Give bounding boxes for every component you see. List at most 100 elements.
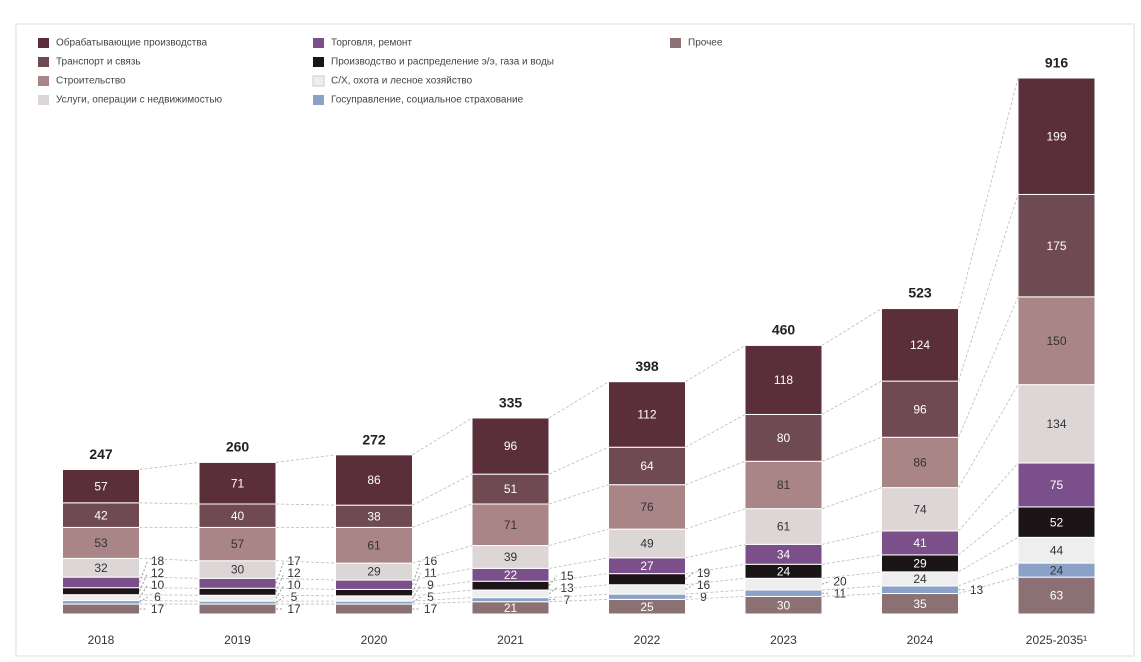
segment-label: 13 [970, 583, 984, 597]
segment-label: 57 [231, 537, 245, 551]
connector [821, 530, 882, 545]
bar-segment [608, 528, 686, 559]
bar-segment [744, 589, 823, 597]
segment-label: 16 [424, 554, 438, 568]
segment-label: 19 [697, 566, 711, 580]
legend-label: Строительство [56, 76, 126, 87]
legend-label: С/Х, охота и лесное хозяйство [331, 76, 473, 87]
connector [821, 554, 882, 565]
legend-swatch [313, 57, 324, 67]
connector [412, 589, 473, 597]
segment-label: 63 [1050, 589, 1064, 603]
segment-label: 17 [424, 602, 438, 616]
x-tick-label: 2019 [224, 633, 251, 647]
bar-segment [608, 584, 686, 595]
segment-label: 9 [427, 578, 434, 592]
leader-line [139, 572, 148, 592]
connector [139, 502, 200, 505]
total-label: 398 [635, 358, 659, 374]
connector [139, 594, 200, 596]
x-tick-label: 2025-2035¹ [1026, 633, 1087, 647]
connector [275, 577, 336, 581]
segment-label: 49 [640, 537, 654, 551]
bar-segment [62, 526, 140, 559]
bar-segment [62, 594, 140, 602]
segment-label: 118 [774, 373, 793, 387]
connector [685, 414, 746, 448]
bar-segment [62, 576, 140, 589]
connector [685, 589, 746, 595]
bar-segment [335, 603, 413, 615]
total-label: 247 [89, 446, 113, 462]
segment-label: 42 [94, 508, 108, 522]
segment-label: 22 [504, 568, 518, 582]
bar-segment [744, 344, 823, 415]
legend-swatch [38, 95, 49, 105]
segment-label: 17 [287, 554, 301, 568]
segment-label: 27 [640, 559, 654, 573]
connector [958, 562, 1019, 587]
segment-label: 150 [1046, 334, 1066, 348]
connector [548, 573, 609, 582]
bar-segment [198, 594, 277, 602]
segment-label: 86 [367, 473, 381, 487]
segment-label: 76 [640, 500, 654, 514]
total-label: 272 [362, 432, 386, 448]
bar-segment [1017, 576, 1096, 615]
x-tick-label: 2024 [907, 633, 934, 647]
leader-line [275, 560, 285, 584]
segment-label: 32 [94, 561, 108, 575]
bar-segment [881, 308, 959, 382]
leader-line [275, 596, 285, 604]
segment-label: 34 [777, 547, 791, 561]
segment-label: 20 [833, 574, 847, 588]
segment-label: 41 [913, 536, 927, 550]
x-tick-label: 2020 [361, 633, 388, 647]
leader-line [139, 596, 148, 603]
connector [821, 380, 882, 415]
bar-segment [881, 436, 959, 489]
segment-label: 16 [697, 578, 711, 592]
legend-swatch [670, 38, 681, 48]
bar-segment [198, 603, 277, 615]
legend-label: Услуги, операции с недвижимостью [56, 95, 223, 106]
segment-label: 6 [154, 590, 161, 604]
connector [821, 593, 882, 597]
connector [412, 545, 473, 564]
connector [275, 560, 336, 564]
leader-line [412, 572, 421, 593]
connector [412, 417, 473, 456]
connector [548, 598, 609, 603]
connector [821, 436, 882, 462]
bar-segment [1017, 536, 1096, 564]
segment-label: 12 [287, 566, 301, 580]
connector [821, 585, 882, 591]
connector [139, 576, 200, 579]
segment-label: 24 [1050, 563, 1064, 577]
bar-segment [608, 573, 686, 586]
legend-swatch [38, 38, 49, 48]
legend-label: Производство и распределение э/э, газа и… [331, 57, 554, 68]
connector [685, 577, 746, 586]
bar-segment [335, 526, 413, 564]
total-label: 460 [772, 322, 796, 338]
segment-label: 61 [367, 538, 381, 552]
segment-label: 51 [504, 482, 518, 496]
connector [412, 473, 473, 506]
connector [685, 563, 746, 575]
segment-label: 13 [560, 581, 574, 595]
total-label: 916 [1045, 55, 1069, 71]
total-label: 260 [226, 439, 250, 455]
connector [412, 503, 473, 528]
legend-label: Прочее [688, 38, 723, 49]
segment-label: 25 [640, 600, 654, 614]
bar-segment [471, 580, 550, 591]
bar-segment [744, 577, 823, 591]
bar-segment [471, 597, 550, 603]
connector [821, 487, 882, 510]
connector [958, 384, 1019, 488]
x-tick-label: 2021 [497, 633, 524, 647]
connector [548, 446, 609, 475]
segment-label: 64 [640, 459, 654, 473]
